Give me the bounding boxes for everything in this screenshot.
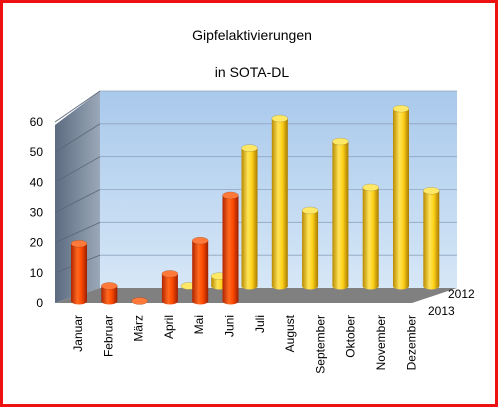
y-tick-label: 0 (36, 296, 43, 310)
y-tick-label: 30 (30, 206, 44, 220)
x-tick-label: März (132, 315, 146, 342)
bar-2012 (362, 183, 379, 290)
x-tick-label: Dezember (404, 315, 418, 370)
x-axis-labels: Januar Februar März April Mai Juni Juli August S… (71, 314, 418, 373)
x-tick-label: Juni (223, 315, 237, 337)
y-tick-label: 40 (30, 175, 44, 189)
chart-subtitle: in SOTA-DL (215, 64, 290, 80)
y-tick-label: 60 (30, 115, 44, 129)
bar-2012 (271, 114, 289, 290)
gridline-side (54, 90, 101, 123)
gridline-side (54, 123, 101, 153)
x-tick-label: Juli (253, 315, 267, 333)
x-tick-label: September (313, 315, 327, 374)
x-tick-label: Mai (192, 315, 206, 334)
bar-2013 (101, 282, 118, 305)
bar-2012 (423, 187, 440, 290)
chart-floor (55, 288, 457, 303)
chart-svg: Gipfelaktivierungen in SOTA-DL 0 10 20 30 40… (30, 27, 475, 374)
gridline-side (54, 221, 101, 244)
x-tick-label: November (374, 315, 388, 370)
x-tick-label: Februar (101, 315, 115, 357)
chart-title: Gipfelaktivierungen (192, 27, 312, 43)
x-tick-label: Oktober (344, 315, 358, 358)
y-tick-label: 50 (30, 145, 44, 159)
series-label-2012: 2012 (448, 287, 475, 301)
x-tick-label: April (162, 315, 176, 339)
bar-2012 (301, 206, 319, 290)
bar-2013 (191, 236, 209, 305)
y-axis-ticks: 0 10 20 30 40 50 60 (30, 115, 44, 310)
series-label-2013: 2013 (428, 304, 455, 318)
bar-2013 (131, 297, 148, 305)
bar-2013 (70, 239, 88, 305)
side-wall (55, 91, 100, 303)
bar-2013 (222, 191, 239, 305)
y-tick-label: 10 (30, 266, 44, 280)
bar-2012 (241, 144, 258, 290)
bar-2012 (392, 104, 410, 290)
y-tick-label: 20 (30, 236, 44, 250)
x-tick-label: August (283, 314, 297, 352)
x-tick-label: Januar (71, 315, 85, 352)
gridline-side (54, 156, 101, 183)
bar-2013 (161, 270, 179, 305)
bars (70, 104, 440, 305)
gridline-side (54, 189, 101, 213)
bar-2012 (332, 137, 349, 290)
